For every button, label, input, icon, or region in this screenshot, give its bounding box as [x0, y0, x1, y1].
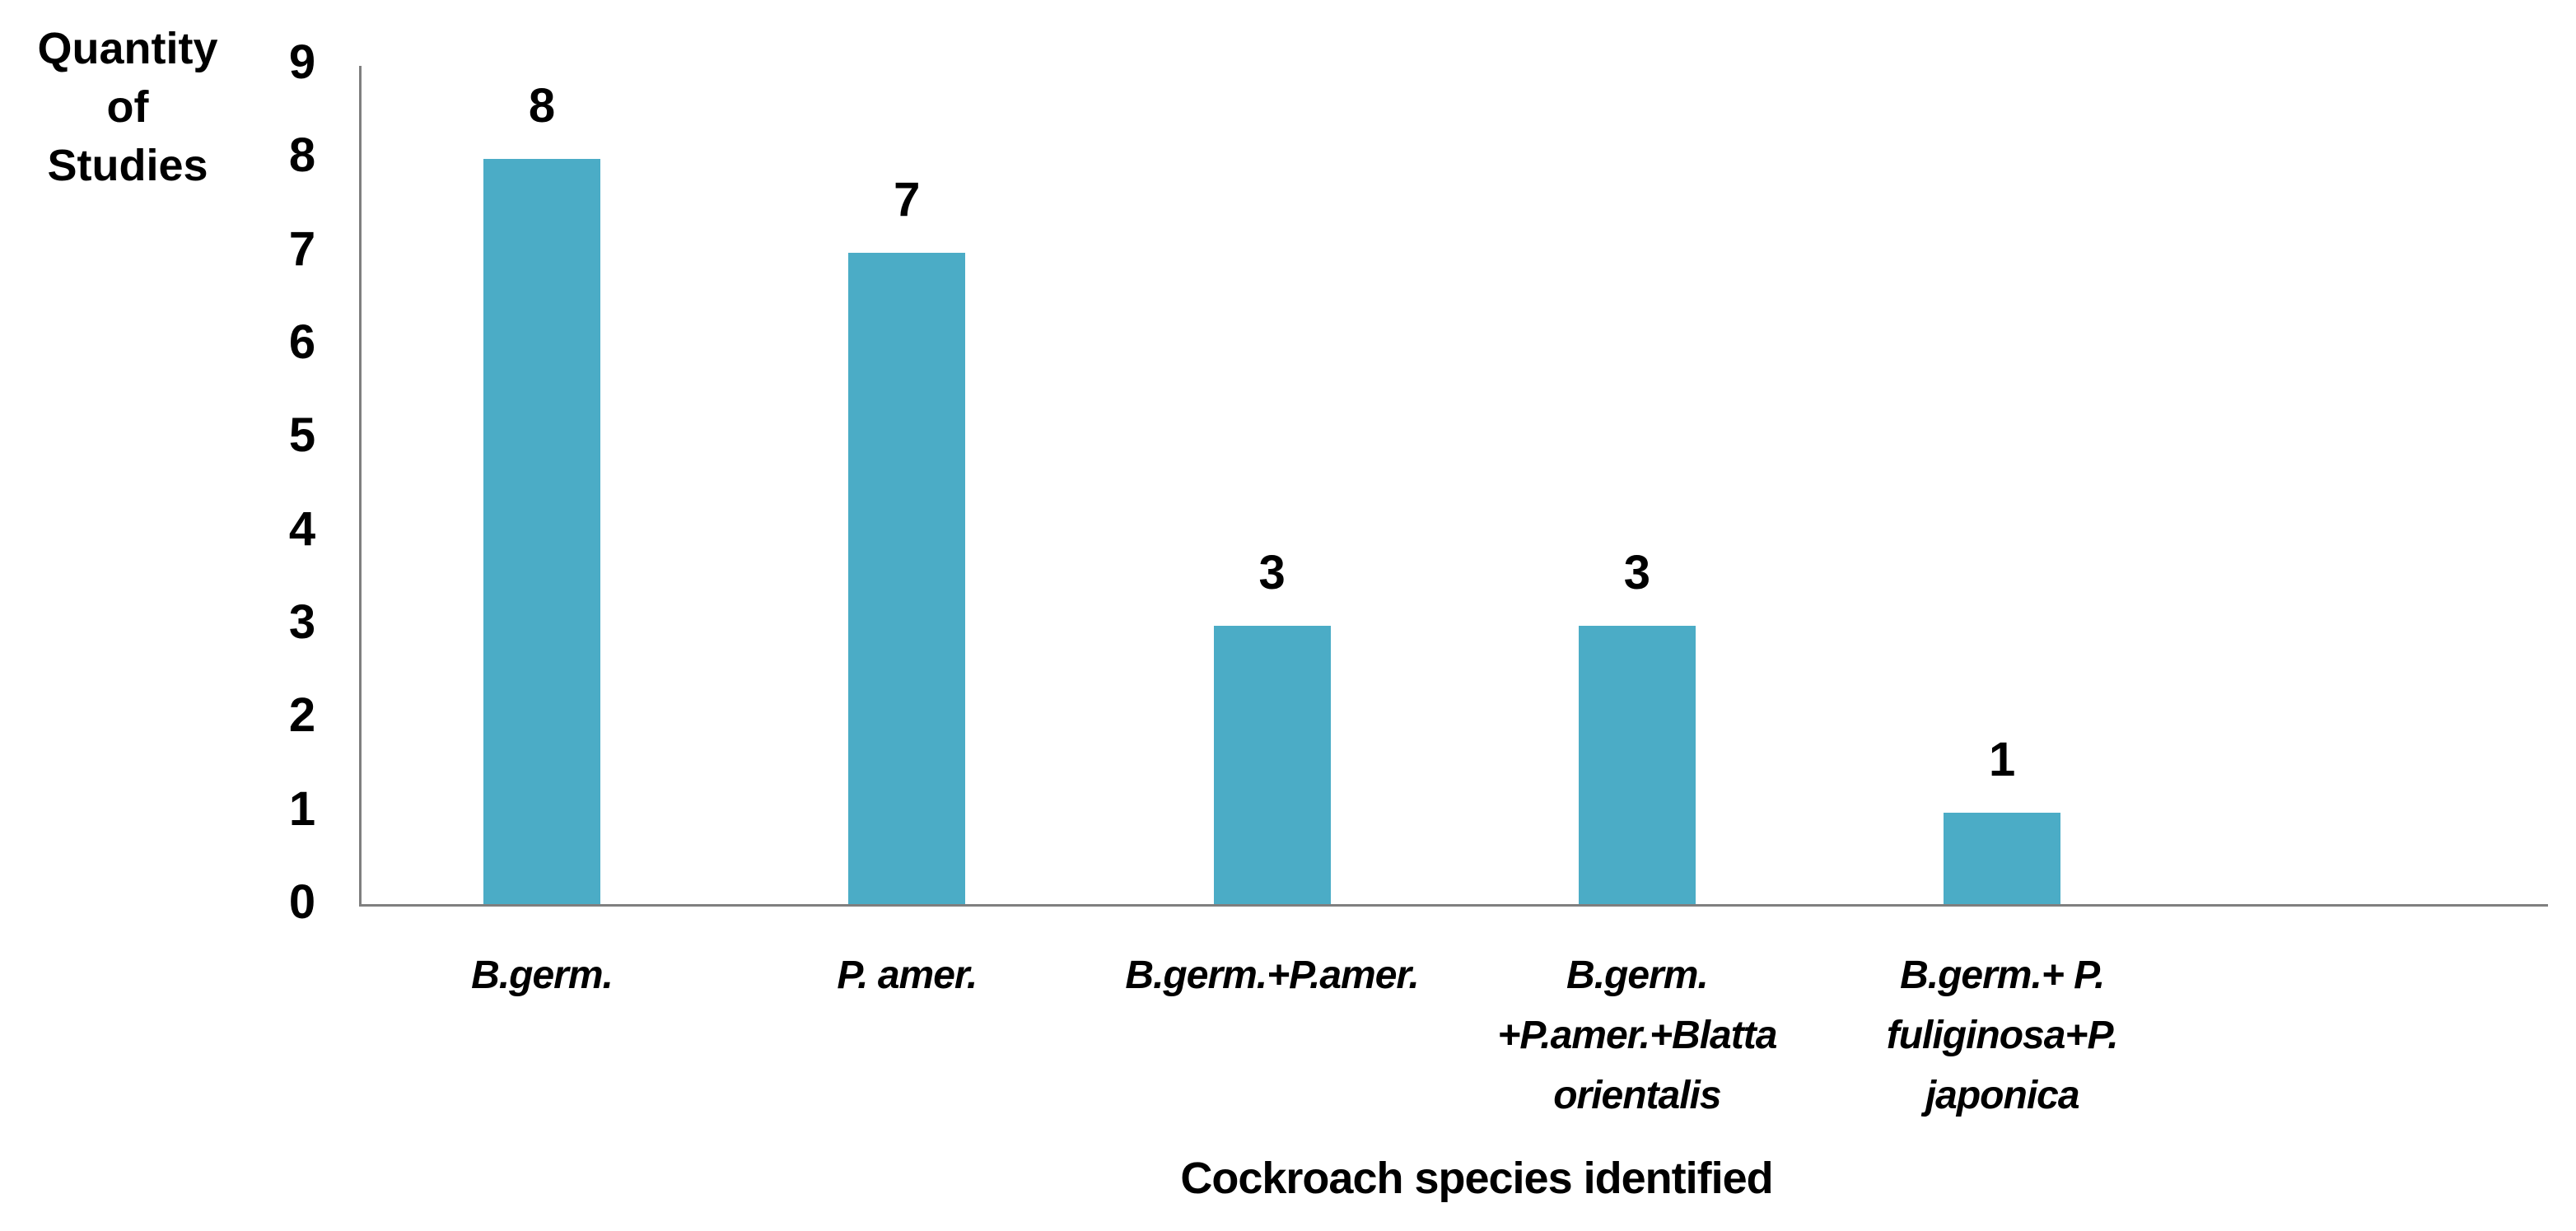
- category-label-line: B.germ.+ P.: [1900, 954, 2105, 997]
- category-label: B.germ.+P.amer.: [1091, 945, 1454, 1005]
- y-axis-title-line-2: of: [106, 82, 149, 132]
- data-label: 3: [1623, 546, 1651, 599]
- category-label-line: +P.amer.+Blatta: [1497, 1014, 1777, 1057]
- y-tick-label: 8: [288, 128, 316, 183]
- bar-b-germ-p-amer-blatta-orientalis: [1578, 626, 1696, 906]
- data-label: 1: [1989, 732, 2016, 786]
- category-label: B.germ.+ P. fuliginosa+P. japonica: [1821, 945, 2183, 1126]
- data-label: 3: [1258, 546, 1286, 599]
- category-label-line: orientalis: [1553, 1074, 1721, 1117]
- data-label: 7: [894, 172, 921, 226]
- category-label: P. amer.: [726, 945, 1088, 1005]
- category-label-line: P. amer.: [837, 954, 978, 997]
- y-tick-label: 1: [288, 781, 316, 836]
- y-tick-label: 7: [288, 221, 316, 276]
- bar-p-amer: [848, 252, 966, 906]
- y-tick-label: 4: [288, 501, 316, 556]
- y-tick-label: 0: [288, 875, 316, 929]
- category-label-line: B.germ.+P.amer.: [1125, 954, 1419, 997]
- y-tick-label: 6: [288, 315, 316, 369]
- bar-b-germ: [483, 159, 600, 906]
- y-tick-label: 3: [288, 595, 316, 649]
- category-label: B.germ.: [361, 945, 723, 1005]
- x-axis-line: [359, 904, 2548, 907]
- y-axis-title-line-1: Quantity: [37, 24, 218, 73]
- bar-b-germ-p-fuliginosa-p-japonica: [1944, 812, 2061, 906]
- category-label-line: fuliginosa+P.: [1886, 1014, 2119, 1057]
- category-label-line: B.germ.: [1566, 954, 1709, 997]
- category-label-line: B.germ.: [471, 954, 614, 997]
- y-tick-label: 5: [288, 408, 316, 463]
- category-label-line: japonica: [1925, 1074, 2080, 1117]
- y-axis-title-line-3: Studies: [47, 141, 208, 190]
- x-axis-title: Cockroach species identified: [1180, 1154, 1773, 1203]
- data-label: 8: [528, 79, 556, 133]
- bar-b-germ-p-amer: [1213, 626, 1331, 906]
- y-tick-label: 2: [288, 688, 316, 743]
- y-axis-title: Quantity of Studies: [8, 20, 247, 195]
- category-label: B.germ. +P.amer.+Blatta orientalis: [1456, 945, 1818, 1126]
- y-axis-line: [359, 66, 362, 907]
- y-tick-label: 9: [288, 35, 316, 89]
